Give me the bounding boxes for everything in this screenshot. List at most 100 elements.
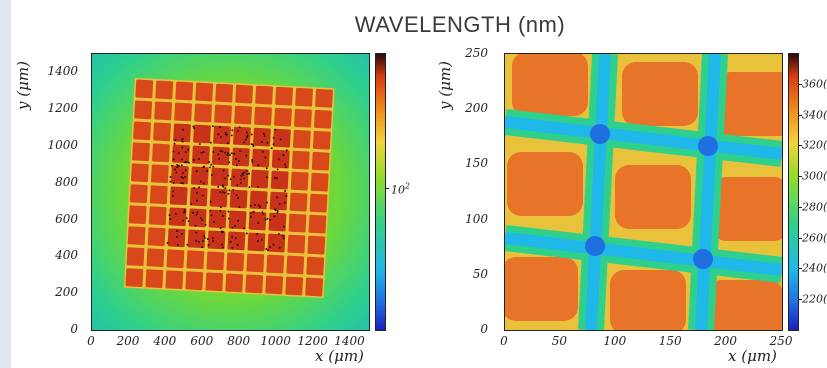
left-speckle xyxy=(212,151,215,153)
left-pixel-cell xyxy=(307,235,326,255)
left-speckle xyxy=(169,180,172,183)
left-pixel-cell xyxy=(206,251,225,271)
left-speckle xyxy=(221,215,224,217)
left-speckle xyxy=(182,172,184,174)
left-speckle xyxy=(285,195,288,197)
left-speckle xyxy=(208,161,211,163)
left-speckle xyxy=(224,132,227,134)
left-speckle xyxy=(176,244,179,246)
left-speckle xyxy=(195,231,198,234)
left-speckle xyxy=(239,150,242,153)
left-speckle xyxy=(182,128,184,131)
left-speckle xyxy=(217,133,220,136)
left-pixel-cell xyxy=(205,272,224,292)
left-speckle xyxy=(284,190,286,192)
left-pixel-cell xyxy=(265,275,284,295)
left-speckle xyxy=(219,210,222,212)
left-colorbar-tick xyxy=(385,188,389,189)
left-speckle xyxy=(235,164,238,167)
left-pixel-cell xyxy=(168,207,187,227)
left-speckle xyxy=(276,177,278,180)
left-speckle xyxy=(209,200,212,203)
left-speckle xyxy=(273,215,276,218)
left-speckle xyxy=(209,209,212,212)
left-speckle xyxy=(181,146,184,149)
left-speckle xyxy=(245,173,248,175)
left-pixel-cell xyxy=(194,103,212,123)
left-pixel-cell xyxy=(269,191,288,211)
left-speckle xyxy=(227,174,229,177)
left-speckle xyxy=(206,238,209,240)
left-speckle xyxy=(201,246,204,249)
left-speckle xyxy=(265,248,268,250)
left-pixel-cell xyxy=(245,274,264,294)
left-speckle xyxy=(219,191,221,193)
left-pixel-cell xyxy=(214,104,232,124)
left-speckle xyxy=(195,170,198,173)
left-speckle xyxy=(266,249,269,252)
left-speckle xyxy=(172,158,175,161)
left-speckle xyxy=(190,203,193,205)
left-pixel-cell xyxy=(195,82,214,102)
left-pixel-cell xyxy=(305,277,324,297)
left-speckle xyxy=(249,216,252,218)
right-pixel-cell xyxy=(610,270,686,330)
left-pixel-cell xyxy=(148,206,167,226)
left-speckle xyxy=(276,168,279,171)
right-y-tick-label: 250 xyxy=(465,46,488,60)
left-speckle xyxy=(221,243,223,246)
left-speckle xyxy=(227,152,230,155)
left-speckle xyxy=(183,211,186,213)
left-speckle xyxy=(181,138,184,141)
left-x-tick-label: 1000 xyxy=(260,334,291,348)
left-speckle xyxy=(227,142,229,145)
left-speckle xyxy=(232,189,235,191)
left-pixel-cell xyxy=(211,146,230,166)
left-x-tick-label: 600 xyxy=(190,334,214,348)
left-pixel-cell xyxy=(289,192,308,212)
left-speckle xyxy=(183,161,186,164)
left-speckle xyxy=(241,172,244,175)
left-pixel-cell xyxy=(185,271,204,291)
left-speckle xyxy=(180,182,183,184)
left-speckle xyxy=(209,166,211,169)
left-speckle xyxy=(202,182,205,185)
left-pixel-cell xyxy=(135,79,154,99)
left-speckle xyxy=(276,211,279,214)
left-speckle xyxy=(236,244,239,246)
left-y-tick-label: 0 xyxy=(70,322,78,336)
left-speckle xyxy=(200,151,203,154)
left-speckle xyxy=(230,152,233,155)
left-speckle xyxy=(274,208,276,211)
left-speckle xyxy=(284,163,287,166)
left-speckle xyxy=(251,161,254,163)
right-pixel-cell xyxy=(707,280,782,330)
left-pixel-cell xyxy=(174,102,193,122)
left-speckle xyxy=(224,151,227,154)
left-speckle xyxy=(243,177,246,180)
left-pixel-cell xyxy=(271,149,290,169)
left-speckle xyxy=(198,186,200,189)
left-speckle xyxy=(278,246,281,249)
left-speckle xyxy=(272,143,275,146)
left-speckle xyxy=(227,192,230,195)
right-y-tick-label: 200 xyxy=(465,101,488,116)
left-speckle xyxy=(238,206,241,208)
left-speckle xyxy=(257,222,260,224)
left-speckle xyxy=(185,217,188,220)
left-pixel-cell xyxy=(167,228,186,248)
left-pixel-cell xyxy=(173,123,191,143)
left-speckle xyxy=(192,125,195,128)
left-speckle xyxy=(279,138,282,141)
left-pixel-cell xyxy=(291,150,310,170)
left-speckle xyxy=(211,237,214,240)
left-speckle xyxy=(206,170,208,172)
left-speckle xyxy=(221,150,224,153)
left-speckle xyxy=(198,158,200,160)
left-speckle xyxy=(207,244,210,246)
left-pixel-cell xyxy=(246,253,265,273)
left-speckle xyxy=(248,172,250,175)
left-pixel-cell xyxy=(288,213,307,233)
left-speckle xyxy=(181,232,183,235)
left-speckle xyxy=(284,166,287,169)
